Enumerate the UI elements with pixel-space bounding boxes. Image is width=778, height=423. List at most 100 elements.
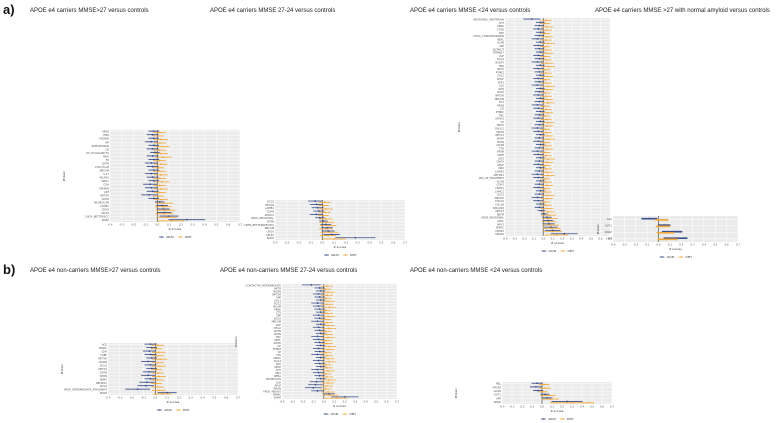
y-tick-label: NGRN — [99, 360, 107, 364]
dmy-point — [544, 78, 546, 81]
y-tick-label: NEURO — [495, 196, 504, 200]
dmy-point — [325, 388, 327, 390]
y-axis-title: Protein — [234, 336, 238, 347]
dmy-point — [545, 181, 547, 184]
x-tick-label: -0.3 — [117, 396, 122, 400]
dmy-point — [546, 75, 548, 78]
y-tick-label: NGRN — [273, 289, 281, 293]
ad-point — [538, 206, 541, 209]
legend: AD/N DMY — [541, 249, 574, 253]
dmy-point — [327, 315, 329, 318]
ad-point — [151, 176, 154, 179]
x-tick-label: 0.3 — [189, 396, 193, 400]
ad-point — [319, 216, 321, 219]
dmy-point — [664, 231, 667, 234]
dmy-point — [327, 336, 329, 339]
y-tick-label: VEGF — [497, 163, 504, 167]
dmy-point — [158, 142, 161, 144]
y-tick-label: NEUROCAN — [94, 200, 109, 204]
y-tick-label: ACAN — [497, 179, 504, 183]
dmy-point — [544, 164, 546, 167]
x-tick-label: 0.7 — [238, 223, 242, 227]
x-tick-label: 0.1 — [165, 396, 169, 400]
y-tick-label: SPP1 — [498, 80, 505, 84]
y-tick-label: NPY — [499, 31, 504, 35]
y-tick-label: GHR — [498, 87, 504, 91]
x-tick-label: -0.4 — [610, 243, 615, 247]
dmy-point — [170, 219, 173, 222]
legend-label-dmy: DMY — [686, 255, 693, 259]
ad-point — [548, 222, 550, 225]
y-tick-label: CNTN — [100, 370, 107, 374]
plot-background — [275, 200, 405, 240]
ad-point — [148, 350, 151, 352]
y-tick-label: VGF — [499, 54, 505, 58]
dmy-point — [326, 366, 328, 369]
dmy-point — [327, 369, 329, 372]
y-tick-label: SCG2 — [267, 200, 274, 204]
dmy-point — [546, 161, 548, 164]
y-tick-label: SPARC — [273, 392, 281, 396]
ad-point — [537, 140, 540, 143]
dmy-point — [546, 207, 548, 210]
ad-point — [317, 338, 320, 341]
ad-point — [537, 94, 540, 96]
dmy-point — [544, 22, 546, 25]
dmy-point — [156, 361, 159, 364]
y-tick-label: SMAP2 — [495, 232, 504, 236]
y-tick-label: PTPRZ — [273, 347, 282, 351]
x-tick-label: 0.6 — [725, 243, 729, 247]
dmy-point — [156, 344, 159, 347]
dmy-point — [163, 202, 166, 205]
y-tick-label: CNTN — [497, 140, 504, 144]
dmy-point — [544, 92, 546, 94]
x-tick-label: 0.0 — [322, 400, 326, 404]
chart-svg: -0.4 -0.3 -0.2 -0.1 0.0 0.1 0.2 0.3 0.4 0.5 0.6 0.7… — [234, 283, 399, 416]
dmy-point — [325, 297, 327, 300]
plot-background — [502, 382, 612, 404]
dmy-point — [324, 218, 327, 220]
legend-label-dmy: DMY — [183, 408, 190, 412]
dmy-point — [550, 227, 553, 230]
x-tick-label: -0.2 — [633, 243, 638, 247]
ad-point — [150, 367, 153, 370]
ad-point — [318, 296, 321, 298]
ad-point — [537, 54, 540, 57]
ad-point — [317, 359, 320, 362]
x-tick-label: 0.6 — [226, 223, 230, 227]
chart-svg: -0.4 -0.3 -0.2 -0.1 0.0 0.1 0.2 0.3 0.4 0.5 0.6 0.7… — [244, 200, 407, 257]
y-tick-label: VGF — [276, 323, 282, 327]
ad-point — [319, 332, 322, 335]
y-tick-label: APOE — [274, 365, 281, 369]
y-tick-label: SCG2 — [274, 302, 281, 306]
chart-panel-b1: APOE e4 non-carriers MMSE>27 versus cont… — [30, 268, 245, 412]
dmy-point — [159, 358, 161, 361]
dmy-point — [548, 217, 551, 220]
ad-point — [543, 213, 546, 215]
y-tick-label: SPARC — [496, 226, 504, 230]
y-tick-label: HBB — [606, 237, 612, 241]
x-tick-label: 0.3 — [570, 237, 574, 241]
dmy-point — [325, 309, 327, 312]
dmy-point — [162, 205, 165, 208]
y-tick-label: EPHRIN — [99, 186, 109, 190]
x-tick-label: 0.4 — [367, 241, 371, 245]
dmy-point — [158, 191, 161, 194]
dmy-point — [156, 372, 159, 374]
y-tick-label: NCRFT — [495, 60, 504, 64]
ad-point — [546, 397, 548, 399]
ad-point — [538, 71, 541, 73]
y-tick-label: APLP2 — [101, 211, 109, 215]
legend-label-ad: AD/N — [667, 255, 675, 259]
x-tick-label: 0.6 — [224, 396, 228, 400]
dmy-point — [547, 138, 549, 141]
y-tick-label: APP — [276, 296, 281, 300]
ad-point — [147, 374, 150, 377]
y-tick-label: FG1 — [499, 100, 505, 104]
ad-point — [151, 133, 154, 136]
y-tick-label: CDH — [103, 183, 109, 187]
y-tick-label: SEMA — [274, 374, 282, 378]
dmy-point — [326, 312, 328, 315]
y-tick-label: CHL1/TIAM — [95, 165, 109, 169]
dmy-point — [544, 115, 546, 117]
